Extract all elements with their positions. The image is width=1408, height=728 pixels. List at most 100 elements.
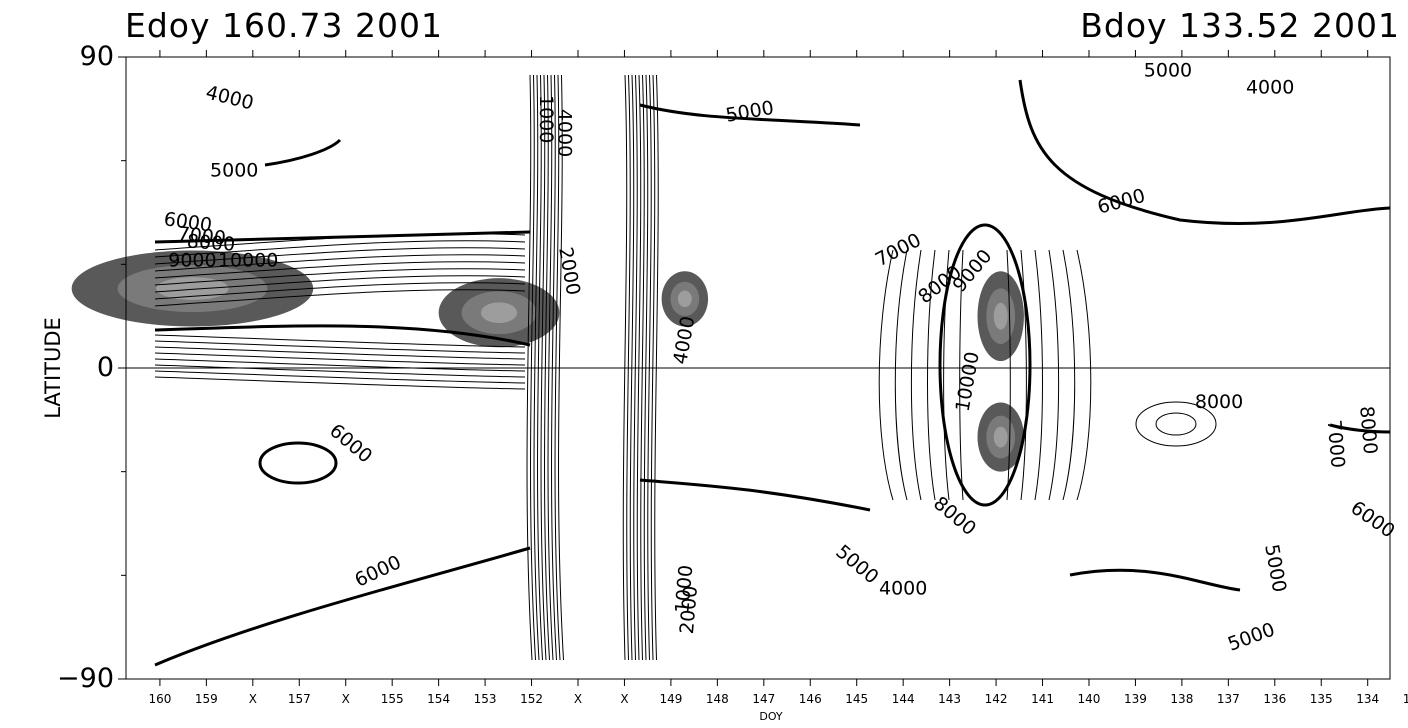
contour-label: 5000	[1144, 59, 1192, 81]
contour-line	[943, 249, 1027, 501]
contour-line-bold	[264, 138, 342, 167]
x-tick-label: 134	[1356, 692, 1380, 706]
contour-line	[154, 254, 526, 272]
x-tick-label: 141	[1031, 692, 1054, 706]
x-tick-label: 148	[705, 692, 729, 706]
x-tick-label: 144	[891, 692, 915, 706]
contour-line	[154, 370, 526, 384]
contour-band-right	[636, 74, 642, 661]
x-tick-label: 140	[1077, 692, 1101, 706]
x-tick-label: X	[573, 692, 583, 706]
contour-label: 6000	[1347, 497, 1399, 543]
contour-line	[910, 249, 1060, 501]
contour-line	[154, 352, 526, 366]
contour-line	[1135, 401, 1217, 447]
contour-line-bold	[154, 230, 531, 244]
contour-label: 7000	[1323, 419, 1349, 469]
x-tick-label: 137	[1216, 692, 1240, 706]
contour-band-left	[544, 74, 550, 661]
high-region-0-core	[156, 277, 229, 300]
contour-line	[154, 247, 526, 265]
contour-line-bold	[154, 324, 531, 347]
y-tick-label: 90	[79, 41, 114, 72]
high-region-2-core	[677, 290, 692, 308]
contour-line	[154, 289, 526, 307]
contour-label: 5000	[210, 160, 258, 182]
x-tick-label: X	[248, 692, 257, 706]
end-doy-title: Edoy 160.73 2001	[125, 6, 443, 45]
contour-label: 9000	[168, 249, 216, 271]
contour-band-right	[647, 74, 652, 661]
contour-label: 1000	[535, 95, 557, 143]
contour-label: 5000	[1260, 543, 1290, 594]
contour-line	[894, 249, 1076, 501]
contour-line-bold	[154, 546, 531, 667]
contour-label: 8000	[186, 230, 236, 255]
contour-label: 1000	[671, 564, 697, 614]
contour-band-left	[558, 74, 564, 661]
x-tick-label: 143	[938, 692, 962, 706]
contour-band-left	[551, 74, 557, 661]
y-tick-label: 0	[96, 352, 114, 383]
contour-line	[154, 240, 526, 258]
contour-band-right	[654, 74, 659, 661]
contour-line	[154, 376, 526, 390]
contour-label: 4000	[554, 109, 576, 157]
y-axis-label: LATITUDE	[40, 317, 65, 419]
contour-label: 5000	[724, 97, 775, 127]
contour-band-right	[643, 74, 649, 661]
x-tick-label: 149	[659, 692, 683, 706]
contour-line-bold	[1069, 568, 1241, 592]
x-tick-label: 136	[1263, 692, 1287, 706]
contour-band-right	[633, 74, 638, 661]
contour-label: 7000	[177, 223, 227, 250]
x-tick-label: X	[620, 692, 629, 706]
x-tick-label: 139	[1123, 692, 1147, 706]
x-tick-label: 133	[1402, 692, 1408, 706]
contour-band-left	[540, 74, 547, 661]
contour-label: 10000	[952, 350, 984, 413]
contour-line-bold	[639, 103, 861, 127]
contour-band-left	[533, 74, 540, 661]
x-tick-label: 147	[752, 692, 776, 706]
contour-label: 6000	[325, 420, 376, 468]
contour-label: 5000	[1225, 618, 1278, 655]
x-tick-label: 153	[473, 692, 497, 706]
x-tick-label: 142	[984, 692, 1008, 706]
contour-label: 4000	[204, 81, 256, 114]
contour-band-left	[547, 74, 554, 661]
high-region-3-core	[993, 302, 1008, 330]
y-tick-label: −90	[57, 663, 114, 694]
contour-line	[927, 249, 1043, 501]
x-tick-label: X	[341, 692, 350, 706]
contour-band-right	[640, 74, 645, 661]
begin-doy-title: Bdoy 133.52 2001	[1080, 6, 1400, 45]
contour-label: 2000	[554, 245, 584, 296]
x-tick-label: 159	[194, 692, 218, 706]
contour-label: 4000	[879, 578, 927, 600]
x-tick-label: 157	[287, 692, 311, 706]
contour-band-right	[650, 74, 656, 661]
contour-line	[154, 334, 526, 348]
contour-line-bold	[639, 478, 871, 512]
x-tick-label: 145	[845, 692, 869, 706]
high-region-4-core	[993, 426, 1008, 448]
contour-band-left	[526, 74, 533, 661]
contour-label: 8000	[1355, 405, 1381, 455]
contour-label: 2000	[676, 585, 702, 635]
x-tick-label: 154	[427, 692, 451, 706]
x-tick-label: 152	[520, 692, 543, 706]
contour-label: 6000	[1095, 185, 1147, 219]
contour-band-left	[530, 74, 536, 661]
contour-label: 7000	[872, 229, 925, 271]
contour-line-bold	[1018, 79, 1391, 226]
x-tick-label: 138	[1170, 692, 1194, 706]
contour-band-left	[537, 74, 543, 661]
contour-line-bold	[1329, 423, 1391, 434]
x-axis-label: DOY	[759, 710, 783, 723]
high-region-1-core	[480, 302, 518, 324]
contour-band-left	[554, 74, 561, 661]
contour-band-right	[629, 74, 635, 661]
x-tick-label: 135	[1309, 692, 1333, 706]
contour-label: 4000	[1246, 77, 1294, 99]
